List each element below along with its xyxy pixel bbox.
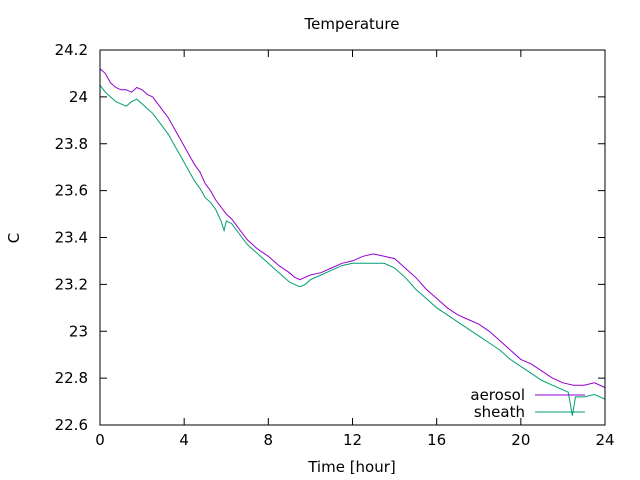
legend-label-sheath: sheath xyxy=(474,403,525,421)
x-tick-label: 8 xyxy=(264,431,274,449)
x-tick-label: 24 xyxy=(595,431,614,449)
y-tick-label: 23.8 xyxy=(55,135,88,153)
x-tick-label: 12 xyxy=(343,431,362,449)
series-line-sheath xyxy=(99,84,606,416)
x-tick-label: 4 xyxy=(179,431,189,449)
y-tick-label: 23.6 xyxy=(55,182,88,200)
y-axis-title: C xyxy=(5,233,23,243)
x-axis: 0 4 8 12 16 20 24 xyxy=(95,50,615,449)
y-tick-label: 23.4 xyxy=(55,229,88,247)
y-tick-label: 24 xyxy=(69,88,88,106)
y-tick-label: 22.8 xyxy=(55,369,88,387)
plot-frame xyxy=(99,49,606,426)
series-layer xyxy=(99,68,606,416)
series-line-aerosol xyxy=(99,68,606,388)
x-tick-label: 0 xyxy=(95,431,105,449)
chart-title: Temperature xyxy=(303,15,399,33)
y-tick-label: 23.2 xyxy=(55,275,88,293)
x-tick-label: 16 xyxy=(427,431,446,449)
y-tick-label: 22.6 xyxy=(55,416,88,434)
y-axis: 22.6 22.8 23 23.2 23.4 23.6 23.8 24 24.2 xyxy=(55,41,605,434)
legend-label-aerosol: aerosol xyxy=(470,386,525,404)
y-tick-label: 24.2 xyxy=(55,41,88,59)
x-tick-label: 20 xyxy=(511,431,530,449)
x-axis-title: Time [hour] xyxy=(307,458,396,476)
y-tick-label: 23 xyxy=(69,322,88,340)
